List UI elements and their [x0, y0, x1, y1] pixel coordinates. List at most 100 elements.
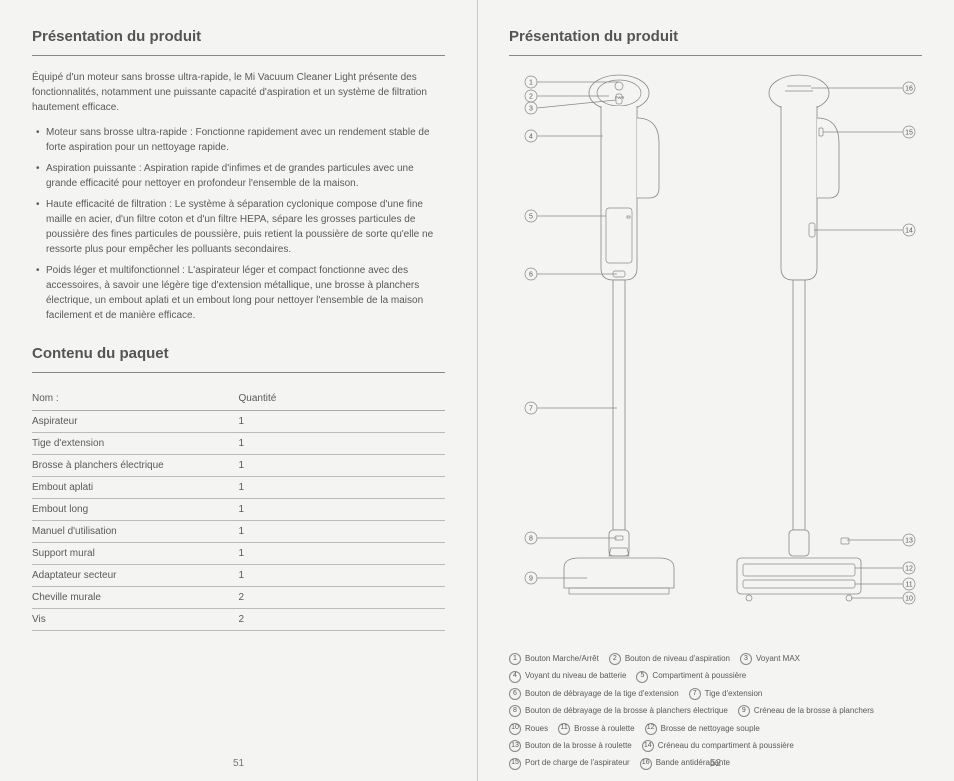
callout-number: 8 — [529, 536, 533, 543]
table-row: Embout long1 — [32, 499, 445, 521]
legend-number: 1 — [509, 653, 521, 665]
item-name: Tige d'extension — [32, 433, 239, 455]
item-qty: 2 — [239, 587, 446, 609]
legend-row: 4 Voyant du niveau de batterie 5 Compartime… — [509, 669, 922, 683]
item-name: Vis — [32, 609, 239, 631]
legend-label: Bouton de niveau d'aspiration — [625, 652, 730, 666]
pwr-label: PWR — [615, 95, 624, 100]
legend-label: Brosse à roulette — [574, 722, 634, 736]
legend-number: 6 — [509, 688, 521, 700]
legend-number: 11 — [558, 723, 570, 735]
legend-item: 1 Bouton Marche/Arrêt — [509, 652, 599, 666]
callout-number: 14 — [905, 228, 913, 235]
legend-item: 9 Créneau de la brosse à planchers — [738, 704, 874, 718]
legend-number: 5 — [636, 671, 648, 683]
callout-number: 5 — [529, 214, 533, 221]
item-name: Manuel d'utilisation — [32, 521, 239, 543]
legend-label: Créneau de la brosse à planchers — [754, 704, 874, 718]
table-row: Aspirateur1 — [32, 411, 445, 433]
legend-item: 4 Voyant du niveau de batterie — [509, 669, 626, 683]
legend-label: Bouton Marche/Arrêt — [525, 652, 599, 666]
feature-item: Poids léger et multifonctionnel : L'aspi… — [32, 263, 445, 323]
callout-number: 4 — [529, 134, 533, 141]
legend-label: Créneau du compartiment à poussière — [658, 739, 794, 753]
page-number: 51 — [0, 758, 477, 769]
item-name: Embout aplati — [32, 477, 239, 499]
table-row: Vis2 — [32, 609, 445, 631]
callout-number: 12 — [905, 566, 913, 573]
callout-number: 3 — [529, 106, 533, 113]
page-right: Présentation du produit PWR — [477, 0, 954, 781]
legend-label: Roues — [525, 722, 548, 736]
item-qty: 1 — [239, 543, 446, 565]
legend-label: Brosse de nettoyage souple — [661, 722, 760, 736]
legend-number: 4 — [509, 671, 521, 683]
legend-row: 1 Bouton Marche/Arrêt 2 Bouton de niveau d'… — [509, 652, 922, 666]
page-left: Présentation du produit Équipé d'un mote… — [0, 0, 477, 781]
legend-number: 12 — [645, 723, 657, 735]
legend-label: Tige d'extension — [705, 687, 763, 701]
legend-item: 3Voyant MAX — [740, 652, 800, 666]
item-qty: 1 — [239, 477, 446, 499]
table-row: Embout aplati1 — [32, 477, 445, 499]
item-qty: 1 — [239, 565, 446, 587]
legend-item: 7 Tige d'extension — [689, 687, 763, 701]
item-name: Brosse à planchers électrique — [32, 455, 239, 477]
callout-number: 10 — [905, 596, 913, 603]
item-name: Support mural — [32, 543, 239, 565]
item-qty: 1 — [239, 411, 446, 433]
legend-label: Voyant MAX — [756, 652, 800, 666]
page-number: 52 — [477, 758, 954, 769]
table-row: Brosse à planchers électrique1 — [32, 455, 445, 477]
item-qty: 1 — [239, 499, 446, 521]
legend-number: 14 — [642, 740, 654, 752]
legend-row: 8Bouton de débrayage de la brosse à plan… — [509, 704, 922, 718]
legend-item: 5 Compartiment à poussière — [636, 669, 746, 683]
callout-number: 13 — [905, 538, 913, 545]
col-name: Nom : — [32, 387, 239, 411]
legend-label: Compartiment à poussière — [652, 669, 746, 683]
feature-item: Moteur sans brosse ultra-rapide : Foncti… — [32, 125, 445, 155]
heading-presentation-2: Présentation du produit — [509, 28, 922, 56]
table-row: Tige d'extension1 — [32, 433, 445, 455]
legend-number: 7 — [689, 688, 701, 700]
item-name: Adaptateur secteur — [32, 565, 239, 587]
diagram-legend: 1 Bouton Marche/Arrêt 2 Bouton de niveau d'… — [509, 652, 922, 771]
table-row: Support mural1 — [32, 543, 445, 565]
legend-label: Voyant du niveau de batterie — [525, 669, 626, 683]
legend-row: 13 Bouton de la brosse à roulette 14 Crénea… — [509, 739, 922, 753]
callout-number: 9 — [529, 576, 533, 583]
table-row: Cheville murale2 — [32, 587, 445, 609]
legend-number: 10 — [509, 723, 521, 735]
heading-contents: Contenu du paquet — [32, 345, 445, 373]
product-diagram: PWR — [509, 68, 922, 648]
feature-list: Moteur sans brosse ultra-rapide : Foncti… — [32, 125, 445, 323]
legend-item: 8Bouton de débrayage de la brosse à plan… — [509, 704, 728, 718]
item-name: Embout long — [32, 499, 239, 521]
callout-number: 6 — [529, 272, 533, 279]
legend-number: 2 — [609, 653, 621, 665]
legend-label: Bouton de la brosse à roulette — [525, 739, 632, 753]
item-qty: 1 — [239, 521, 446, 543]
legend-row: 10 Roues 11 Brosse à roulette 12 Brosse de ne… — [509, 722, 922, 736]
item-qty: 1 — [239, 455, 446, 477]
legend-item: 13 Bouton de la brosse à roulette — [509, 739, 632, 753]
legend-number: 13 — [509, 740, 521, 752]
legend-label: Bouton de débrayage de la brosse à planc… — [525, 704, 728, 718]
callout-number: 2 — [529, 94, 533, 101]
table-row: Manuel d'utilisation1 — [32, 521, 445, 543]
table-row: Adaptateur secteur1 — [32, 565, 445, 587]
callout-number: 7 — [529, 406, 533, 413]
item-qty: 2 — [239, 609, 446, 631]
feature-item: Aspiration puissante : Aspiration rapide… — [32, 161, 445, 191]
callout-number: 16 — [905, 86, 913, 93]
callout-number: 1 — [529, 80, 533, 87]
feature-item: Haute efficacité de filtration : Le syst… — [32, 197, 445, 257]
legend-number: 9 — [738, 705, 750, 717]
legend-row: 6Bouton de débrayage de la tige d'extens… — [509, 687, 922, 701]
callout-number: 15 — [905, 130, 913, 137]
item-name: Aspirateur — [32, 411, 239, 433]
heading-presentation: Présentation du produit — [32, 28, 445, 56]
legend-item: 14 Créneau du compartiment à poussière — [642, 739, 794, 753]
legend-item: 12 Brosse de nettoyage souple — [645, 722, 760, 736]
